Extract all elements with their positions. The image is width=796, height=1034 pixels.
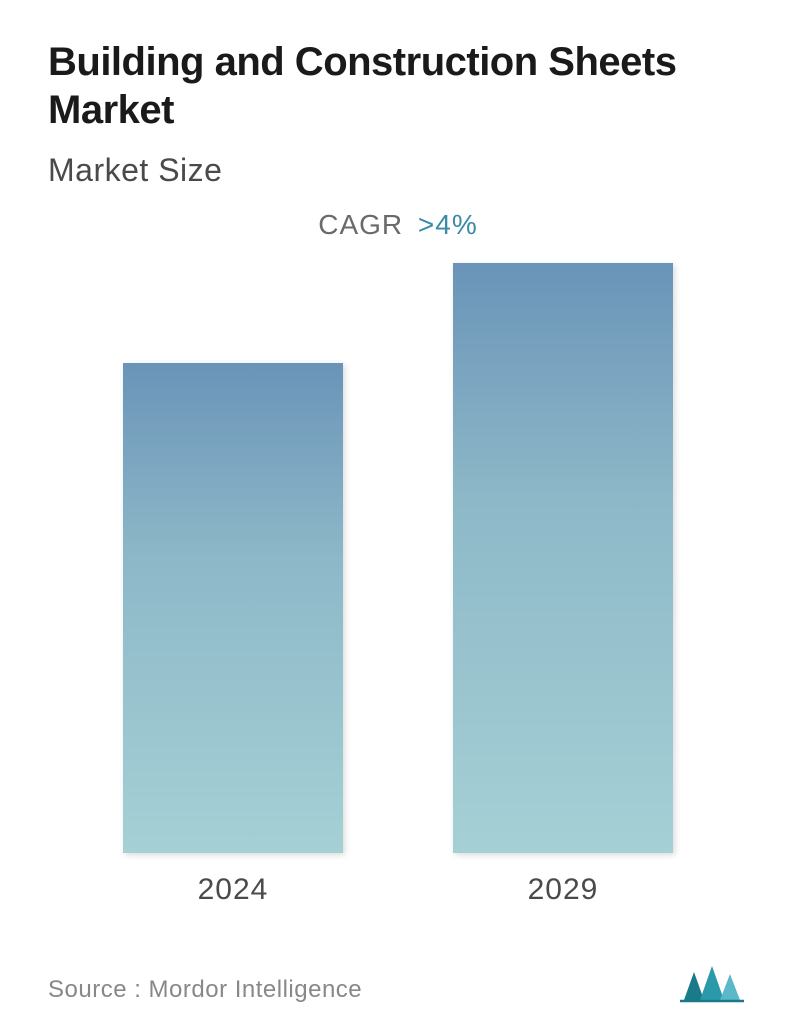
chart-subtitle: Market Size: [48, 152, 748, 189]
chart-area: 2024 2029: [48, 277, 748, 907]
chart-title: Building and Construction Sheets Market: [48, 38, 748, 134]
bar-group-2029: 2029: [453, 263, 673, 907]
mordor-logo-icon: [678, 964, 748, 1004]
bar-label-2024: 2024: [198, 873, 269, 907]
cagr-label: CAGR: [318, 209, 403, 240]
bar-label-2029: 2029: [528, 873, 599, 907]
bar-2024: [123, 363, 343, 853]
cagr-row: CAGR >4%: [48, 209, 748, 241]
bar-group-2024: 2024: [123, 363, 343, 907]
source-text: Source : Mordor Intelligence: [48, 976, 362, 1004]
cagr-value: >4%: [418, 209, 478, 240]
bar-2029: [453, 263, 673, 853]
footer: Source : Mordor Intelligence: [48, 964, 748, 1004]
